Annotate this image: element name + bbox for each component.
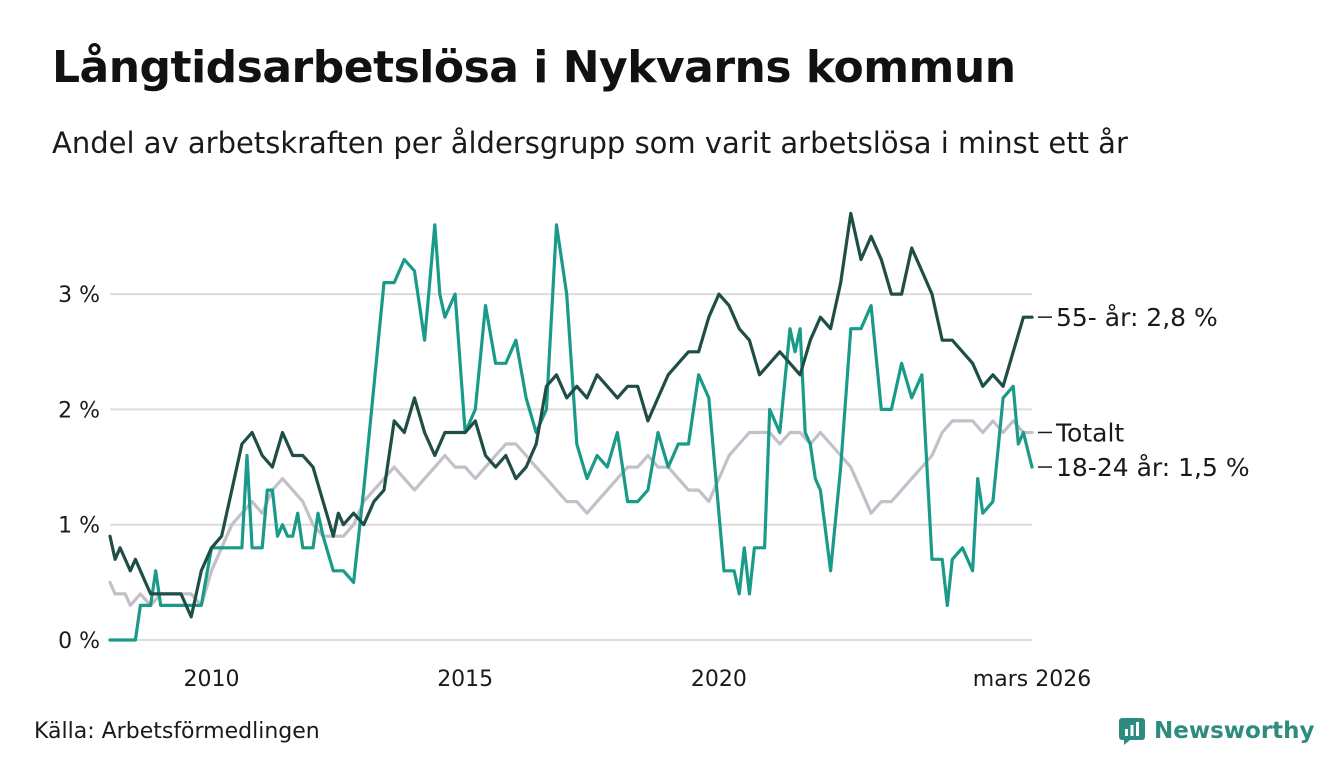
series-end-labels: Totalt 18-24 år: 1,5 % 55- år: 2,8 % xyxy=(1038,303,1250,482)
y-tick-label: 1 % xyxy=(58,514,100,539)
newsworthy-brand: Newsworthy xyxy=(1118,713,1315,749)
y-tick-label: 0 % xyxy=(58,629,100,654)
chart-subtitle: Andel av arbetskraften per åldersgrupp s… xyxy=(52,126,1128,160)
x-tick-label: mars 2026 xyxy=(973,667,1091,692)
y-tick-label: 2 % xyxy=(58,398,100,423)
series-end-label: 18-24 år: 1,5 % xyxy=(1056,453,1250,482)
x-tick-label: 2010 xyxy=(183,667,239,692)
gridlines xyxy=(110,293,1032,641)
source-note: Källa: Arbetsförmedlingen xyxy=(34,719,320,744)
y-axis-ticks: 0 % 1 % 2 % 3 % xyxy=(58,283,100,654)
series-line-55-r xyxy=(108,211,1034,619)
series-end-label: Totalt xyxy=(1055,418,1124,447)
series-end-label: 55- år: 2,8 % xyxy=(1056,303,1218,332)
x-tick-label: 2015 xyxy=(437,667,493,692)
newsworthy-logo-icon xyxy=(1119,718,1145,745)
x-tick-label: 2020 xyxy=(691,667,747,692)
x-axis-ticks: 2010 2015 2020 mars 2026 xyxy=(183,667,1091,692)
series-lines xyxy=(108,211,1034,642)
series-line-totalt xyxy=(108,419,1034,607)
brand-name: Newsworthy xyxy=(1154,718,1315,744)
chart-title: Långtidsarbetslösa i Nykvarns kommun xyxy=(52,42,1016,93)
series-line-18-24-r xyxy=(108,223,1034,642)
y-tick-label: 3 % xyxy=(58,283,100,308)
